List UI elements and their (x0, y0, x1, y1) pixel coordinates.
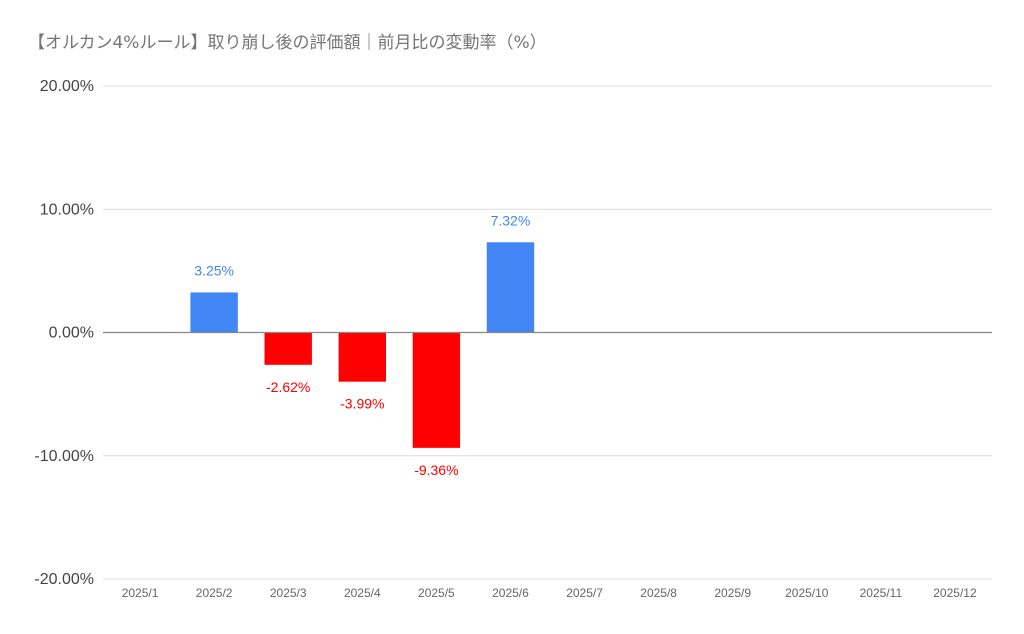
x-tick-label: 2025/11 (860, 586, 903, 600)
data-label: 3.25% (194, 262, 234, 278)
x-tick-label: 2025/7 (566, 586, 603, 600)
data-label: 7.32% (491, 212, 531, 228)
x-axis-ticks: 2025/1 2025/2 2025/3 2025/4 2025/5 2025/6 2025… (122, 586, 977, 600)
y-tick-label: 0.00% (49, 325, 94, 342)
data-labels: 3.25% -2.62% -3.99% -9.36% 7.32% (194, 212, 530, 478)
data-label: -2.62% (266, 379, 310, 395)
x-tick-label: 2025/2 (196, 586, 233, 600)
x-tick-label: 2025/12 (933, 586, 977, 600)
y-tick-label: -20.00% (34, 571, 94, 588)
bar (190, 292, 238, 333)
y-tick-label: 10.00% (40, 201, 94, 218)
bar (412, 332, 461, 448)
x-tick-label: 2025/4 (344, 586, 381, 600)
x-tick-label: 2025/10 (785, 586, 829, 600)
bar (486, 242, 535, 333)
x-tick-label: 2025/3 (270, 586, 307, 600)
bars (190, 242, 535, 448)
x-tick-label: 2025/1 (122, 586, 159, 600)
x-tick-label: 2025/8 (640, 586, 677, 600)
y-tick-label: -10.00% (34, 448, 94, 465)
bar (264, 332, 312, 365)
y-axis-ticks: 20.00% 10.00% 0.00% -10.00% -20.00% (34, 78, 94, 588)
bar (338, 332, 386, 382)
chart-title: 【オルカン4%ルール】取り崩し後の評価額｜前月比の変動率（%） (28, 33, 547, 53)
y-tick-label: 20.00% (40, 78, 94, 95)
data-label: -3.99% (340, 396, 384, 412)
data-label: -9.36% (414, 462, 458, 478)
x-tick-label: 2025/9 (714, 586, 751, 600)
gridlines (103, 85, 992, 580)
x-tick-label: 2025/5 (418, 586, 455, 600)
x-tick-label: 2025/6 (492, 586, 529, 600)
